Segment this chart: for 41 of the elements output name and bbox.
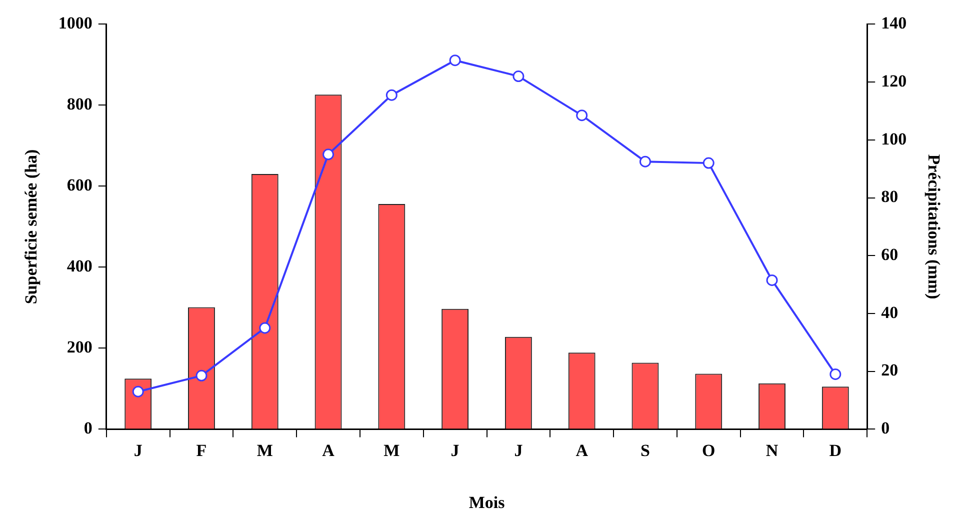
y2-tick-label: 100 [881, 129, 907, 148]
y-axis-title: Superficie semée (ha) [22, 149, 41, 304]
x-tick-label: N [766, 440, 779, 460]
point [386, 89, 398, 101]
y2-tick-label: 140 [881, 14, 907, 33]
y2-axis-title: Précipitations (mm) [924, 154, 944, 300]
point [639, 156, 651, 168]
point [322, 148, 334, 160]
x-tick-label: O [702, 440, 716, 460]
point [449, 54, 461, 66]
y-tick-label: 200 [66, 338, 92, 357]
x-tick-label: J [450, 440, 460, 460]
x-tick-label: F [196, 440, 207, 460]
y2-tick-label: 0 [881, 418, 890, 438]
point [830, 368, 842, 380]
y-tick-label: 800 [66, 94, 92, 114]
y2-tick-label: 40 [881, 302, 898, 322]
x-tick-label: M [256, 440, 273, 460]
point [512, 70, 524, 82]
x-tick-label: M [384, 440, 400, 460]
x-tick-label: J [134, 440, 143, 460]
y2-tick-label: 60 [881, 245, 898, 264]
x-tick-label: A [322, 440, 336, 460]
point [702, 157, 714, 169]
x-axis-title: Mois [468, 493, 506, 512]
point [766, 274, 778, 286]
point [259, 322, 271, 334]
y-tick-label: 1000 [58, 14, 92, 33]
y2-tick-label: 120 [881, 71, 907, 90]
y2-tick-label: 20 [881, 360, 898, 380]
x-tick-label: S [640, 440, 650, 460]
x-tick-label: A [576, 440, 589, 460]
x-tick-label: D [829, 440, 842, 460]
x-tick-label: J [514, 440, 524, 460]
point [132, 386, 144, 398]
y-tick-label: 600 [66, 176, 92, 195]
y2-tick-label: 80 [881, 187, 898, 206]
y-tick-label: 0 [84, 418, 92, 438]
point [576, 110, 588, 122]
y-tick-label: 400 [66, 256, 92, 276]
point [196, 370, 208, 382]
